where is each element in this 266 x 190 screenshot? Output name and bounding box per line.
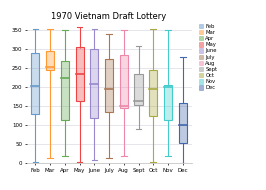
Bar <box>179 103 187 142</box>
Bar <box>31 53 39 114</box>
Bar <box>76 48 84 101</box>
Bar <box>90 49 98 118</box>
Legend: Feb, Mar, Apr, May, June, July, Aug, Sept, Oct, Nov, Dec: Feb, Mar, Apr, May, June, July, Aug, Sep… <box>197 23 219 91</box>
Bar <box>90 49 98 118</box>
Bar <box>31 53 39 114</box>
Bar <box>134 74 143 105</box>
Bar <box>105 59 113 112</box>
Bar <box>120 55 128 108</box>
Bar <box>61 61 69 120</box>
Bar <box>46 51 54 70</box>
Bar <box>46 51 54 70</box>
Bar <box>61 61 69 120</box>
Bar <box>164 86 172 120</box>
Bar <box>179 103 187 142</box>
Bar <box>105 59 113 112</box>
Bar <box>149 70 157 116</box>
Bar <box>164 86 172 120</box>
Bar <box>76 48 84 101</box>
Bar <box>134 74 143 105</box>
Bar <box>120 55 128 108</box>
Bar <box>149 70 157 116</box>
Title: 1970 Vietnam Draft Lottery: 1970 Vietnam Draft Lottery <box>51 12 167 21</box>
